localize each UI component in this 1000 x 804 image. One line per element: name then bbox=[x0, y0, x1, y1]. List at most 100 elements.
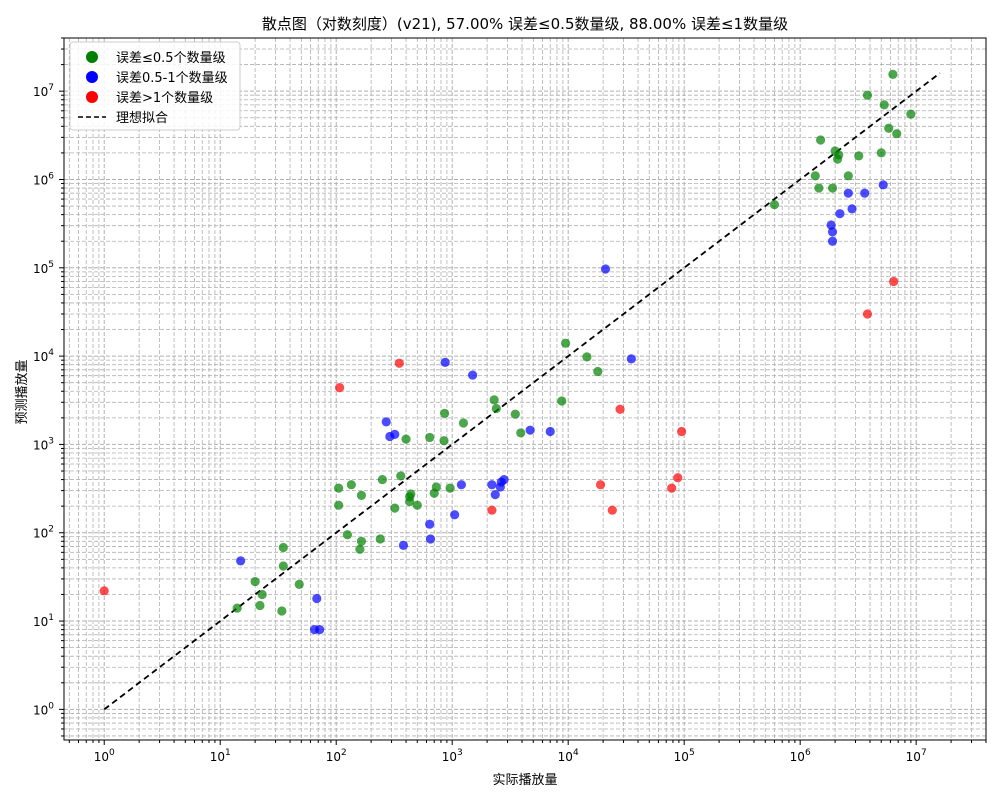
data-point-series-0 bbox=[510, 409, 520, 419]
x-tick-label: 102 bbox=[326, 748, 347, 764]
data-point-series-2 bbox=[889, 276, 899, 287]
data-point-series-0 bbox=[278, 561, 288, 571]
data-point-series-2 bbox=[862, 309, 873, 319]
data-point-series-0 bbox=[888, 69, 898, 79]
data-point-series-0 bbox=[355, 544, 365, 554]
data-point-series-2 bbox=[615, 404, 625, 414]
data-point-series-1 bbox=[835, 209, 845, 219]
data-point-series-1 bbox=[236, 556, 246, 566]
data-point-series-0 bbox=[431, 482, 441, 492]
data-point-series-0 bbox=[334, 483, 344, 493]
x-axis-label: 实际播放量 bbox=[492, 773, 557, 788]
y-tick-label: 106 bbox=[33, 171, 54, 187]
data-point-series-0 bbox=[879, 100, 889, 110]
ideal-fit-line bbox=[103, 72, 941, 711]
x-tick-label: 103 bbox=[442, 748, 463, 764]
data-point-series-0 bbox=[884, 123, 894, 133]
data-point-series-1 bbox=[468, 370, 478, 380]
data-point-series-0 bbox=[405, 497, 415, 507]
data-point-series-2 bbox=[394, 358, 404, 368]
data-point-series-1 bbox=[490, 490, 500, 500]
data-point-series-0 bbox=[854, 151, 864, 161]
data-point-series-0 bbox=[445, 483, 455, 493]
data-point-series-1 bbox=[315, 625, 325, 635]
data-point-series-0 bbox=[346, 480, 356, 490]
data-point-series-1 bbox=[878, 180, 888, 190]
data-point-series-0 bbox=[356, 536, 367, 546]
data-point-series-1 bbox=[847, 204, 857, 214]
data-point-series-0 bbox=[390, 503, 400, 513]
legend: 误差≤0.5个数量级 误差0.5-1个数量级 误差>1个数量级 理想拟合 bbox=[69, 41, 241, 131]
data-point-series-1 bbox=[312, 593, 322, 604]
data-point-series-0 bbox=[294, 579, 304, 590]
data-point-series-0 bbox=[876, 148, 886, 158]
data-point-series-0 bbox=[356, 490, 367, 500]
legend-label-series-2: 误差>1个数量级 bbox=[116, 91, 213, 106]
x-tick-label: 105 bbox=[674, 748, 695, 764]
data-point-series-0 bbox=[489, 395, 499, 405]
data-point-series-0 bbox=[278, 542, 288, 553]
data-points bbox=[99, 69, 916, 635]
ideal-line-layer bbox=[103, 72, 941, 711]
data-point-series-1 bbox=[440, 357, 450, 367]
data-point-series-0 bbox=[843, 171, 853, 181]
data-point-series-1 bbox=[545, 426, 555, 437]
data-point-series-2 bbox=[595, 480, 606, 490]
axis-ticks: 100 101 102 103 104 105 106 107 100 101 102 103 104 1… bbox=[33, 37, 987, 764]
data-point-series-1 bbox=[499, 474, 509, 485]
data-point-series-2 bbox=[673, 473, 683, 483]
legend-label-series-1: 误差0.5-1个数量级 bbox=[116, 71, 228, 86]
data-point-series-0 bbox=[814, 183, 824, 193]
data-point-series-1 bbox=[843, 188, 853, 198]
data-point-series-1 bbox=[860, 188, 870, 198]
data-point-series-0 bbox=[439, 436, 449, 446]
data-point-series-1 bbox=[450, 510, 460, 520]
data-point-series-1 bbox=[390, 429, 400, 439]
data-point-series-2 bbox=[99, 586, 109, 596]
y-tick-label: 103 bbox=[33, 436, 54, 452]
data-point-series-0 bbox=[257, 589, 267, 600]
x-tick-label: 106 bbox=[790, 748, 811, 764]
data-point-series-0 bbox=[516, 428, 526, 438]
x-tick-label: 100 bbox=[94, 748, 115, 764]
data-point-series-1 bbox=[525, 425, 535, 435]
y-tick-label: 102 bbox=[33, 525, 54, 541]
data-point-series-1 bbox=[381, 417, 391, 427]
legend-label-series-0: 误差≤0.5个数量级 bbox=[116, 51, 226, 66]
plot-frame bbox=[63, 37, 987, 741]
data-point-series-0 bbox=[892, 129, 902, 139]
data-point-series-2 bbox=[487, 505, 497, 515]
data-point-series-1 bbox=[626, 354, 636, 364]
data-point-series-0 bbox=[232, 603, 242, 613]
y-tick-label: 104 bbox=[33, 348, 54, 364]
data-point-series-1 bbox=[827, 236, 838, 246]
data-point-series-1 bbox=[827, 227, 838, 237]
legend-marker-series-2 bbox=[86, 91, 98, 103]
data-point-series-0 bbox=[425, 432, 435, 443]
x-tick-label: 107 bbox=[906, 748, 927, 764]
y-tick-label: 105 bbox=[33, 260, 54, 276]
data-point-series-0 bbox=[375, 534, 385, 544]
data-point-series-0 bbox=[255, 600, 265, 611]
data-point-series-2 bbox=[667, 483, 677, 493]
y-tick-label: 100 bbox=[33, 701, 54, 717]
data-point-series-0 bbox=[827, 183, 838, 193]
data-point-series-1 bbox=[456, 480, 466, 490]
data-point-series-0 bbox=[769, 199, 780, 210]
data-point-series-1 bbox=[487, 480, 497, 490]
data-point-series-0 bbox=[834, 150, 844, 160]
y-tick-label: 101 bbox=[33, 613, 54, 629]
data-point-series-0 bbox=[810, 171, 820, 181]
data-point-series-0 bbox=[250, 576, 260, 587]
data-point-series-0 bbox=[557, 396, 567, 406]
legend-box bbox=[69, 41, 241, 131]
x-tick-label: 101 bbox=[210, 748, 231, 764]
data-point-series-1 bbox=[600, 264, 611, 274]
legend-marker-series-1 bbox=[86, 71, 98, 83]
data-point-series-1 bbox=[398, 540, 409, 550]
data-point-series-0 bbox=[906, 109, 916, 119]
data-point-series-0 bbox=[458, 418, 469, 428]
data-point-series-0 bbox=[593, 366, 603, 377]
